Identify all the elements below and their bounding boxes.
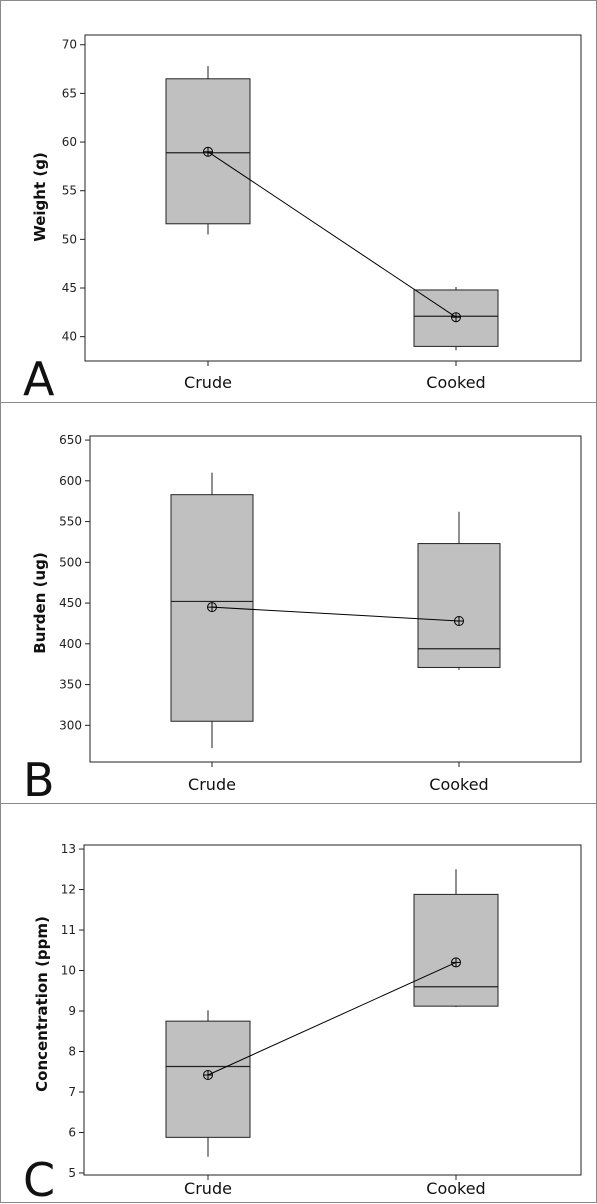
mean-marker [451,957,461,968]
y-tick-label: 650 [59,433,82,447]
plot-frame [89,435,582,763]
box-cooked [417,543,501,668]
y-tick-label: 50 [62,232,77,246]
y-tick-label: 550 [59,515,82,529]
y-tick-label: 55 [62,184,77,198]
plot-frame [83,844,582,1176]
x-category-label: Cooked [426,373,485,392]
y-tick-label: 45 [62,281,77,295]
x-category-label: Crude [188,775,236,794]
y-tick-label: 8 [68,1045,76,1059]
mean-marker [451,312,461,323]
mean-connect-line [207,961,457,1076]
plot-frame [84,34,582,362]
x-category-label: Cooked [426,1179,485,1198]
y-tick-label: 400 [59,637,82,651]
y-tick-label: 5 [68,1166,76,1180]
box-cooked [413,893,499,1007]
y-axis-label: Concentration (ppm) [33,916,51,1092]
chart-b-svg: 300 350 400 450 500 550 600 650 Crude Cooked Burde… [23,433,582,805]
mean-connect-line [211,606,460,622]
y-tick-label: 65 [62,86,77,100]
y-tick-label: 60 [62,135,77,149]
y-tick-label: 13 [61,842,76,856]
chart-panel-c: 5 6 7 8 9 10 11 12 13 Crude Cooked Concentration (p… [0,803,597,1204]
y-tick-label: 300 [59,718,82,732]
mean-connect-line [207,151,457,318]
panel-letter: B [23,753,55,805]
y-axis-label: Weight (g) [31,152,49,242]
y-tick-label: 12 [61,883,76,897]
y-tick-label: 70 [62,38,77,52]
y-tick-label: 350 [59,678,82,692]
mean-marker [207,602,217,613]
chart-panel-a: 40 45 50 55 60 65 70 Crude Cooked Weight (g) A [0,0,597,404]
y-tick-label: 10 [61,964,76,978]
chart-c-svg: 5 6 7 8 9 10 11 12 13 Crude Cooked Concentration (p… [23,842,582,1204]
y-tick-label: 11 [61,923,76,937]
mean-marker [454,616,464,627]
x-category-label: Crude [184,373,232,392]
panel-letter: C [23,1153,55,1204]
panel-letter: A [23,352,55,404]
y-axis-label: Burden (ug) [31,552,49,653]
y-tick-label: 9 [68,1004,76,1018]
x-category-label: Crude [184,1179,232,1198]
y-tick-label: 40 [62,330,77,344]
y-tick-label: 6 [68,1125,76,1139]
chart-a-svg: 40 45 50 55 60 65 70 Crude Cooked Weight (g) A [23,34,582,404]
mean-marker [203,146,213,157]
chart-panel-b: 300 350 400 450 500 550 600 650 Crude Cooked Burde… [0,402,597,805]
x-category-label: Cooked [429,775,488,794]
y-tick-label: 450 [59,596,82,610]
y-tick-label: 600 [59,474,82,488]
mean-marker [203,1069,213,1080]
y-tick-label: 500 [59,555,82,569]
y-tick-label: 7 [68,1085,76,1099]
